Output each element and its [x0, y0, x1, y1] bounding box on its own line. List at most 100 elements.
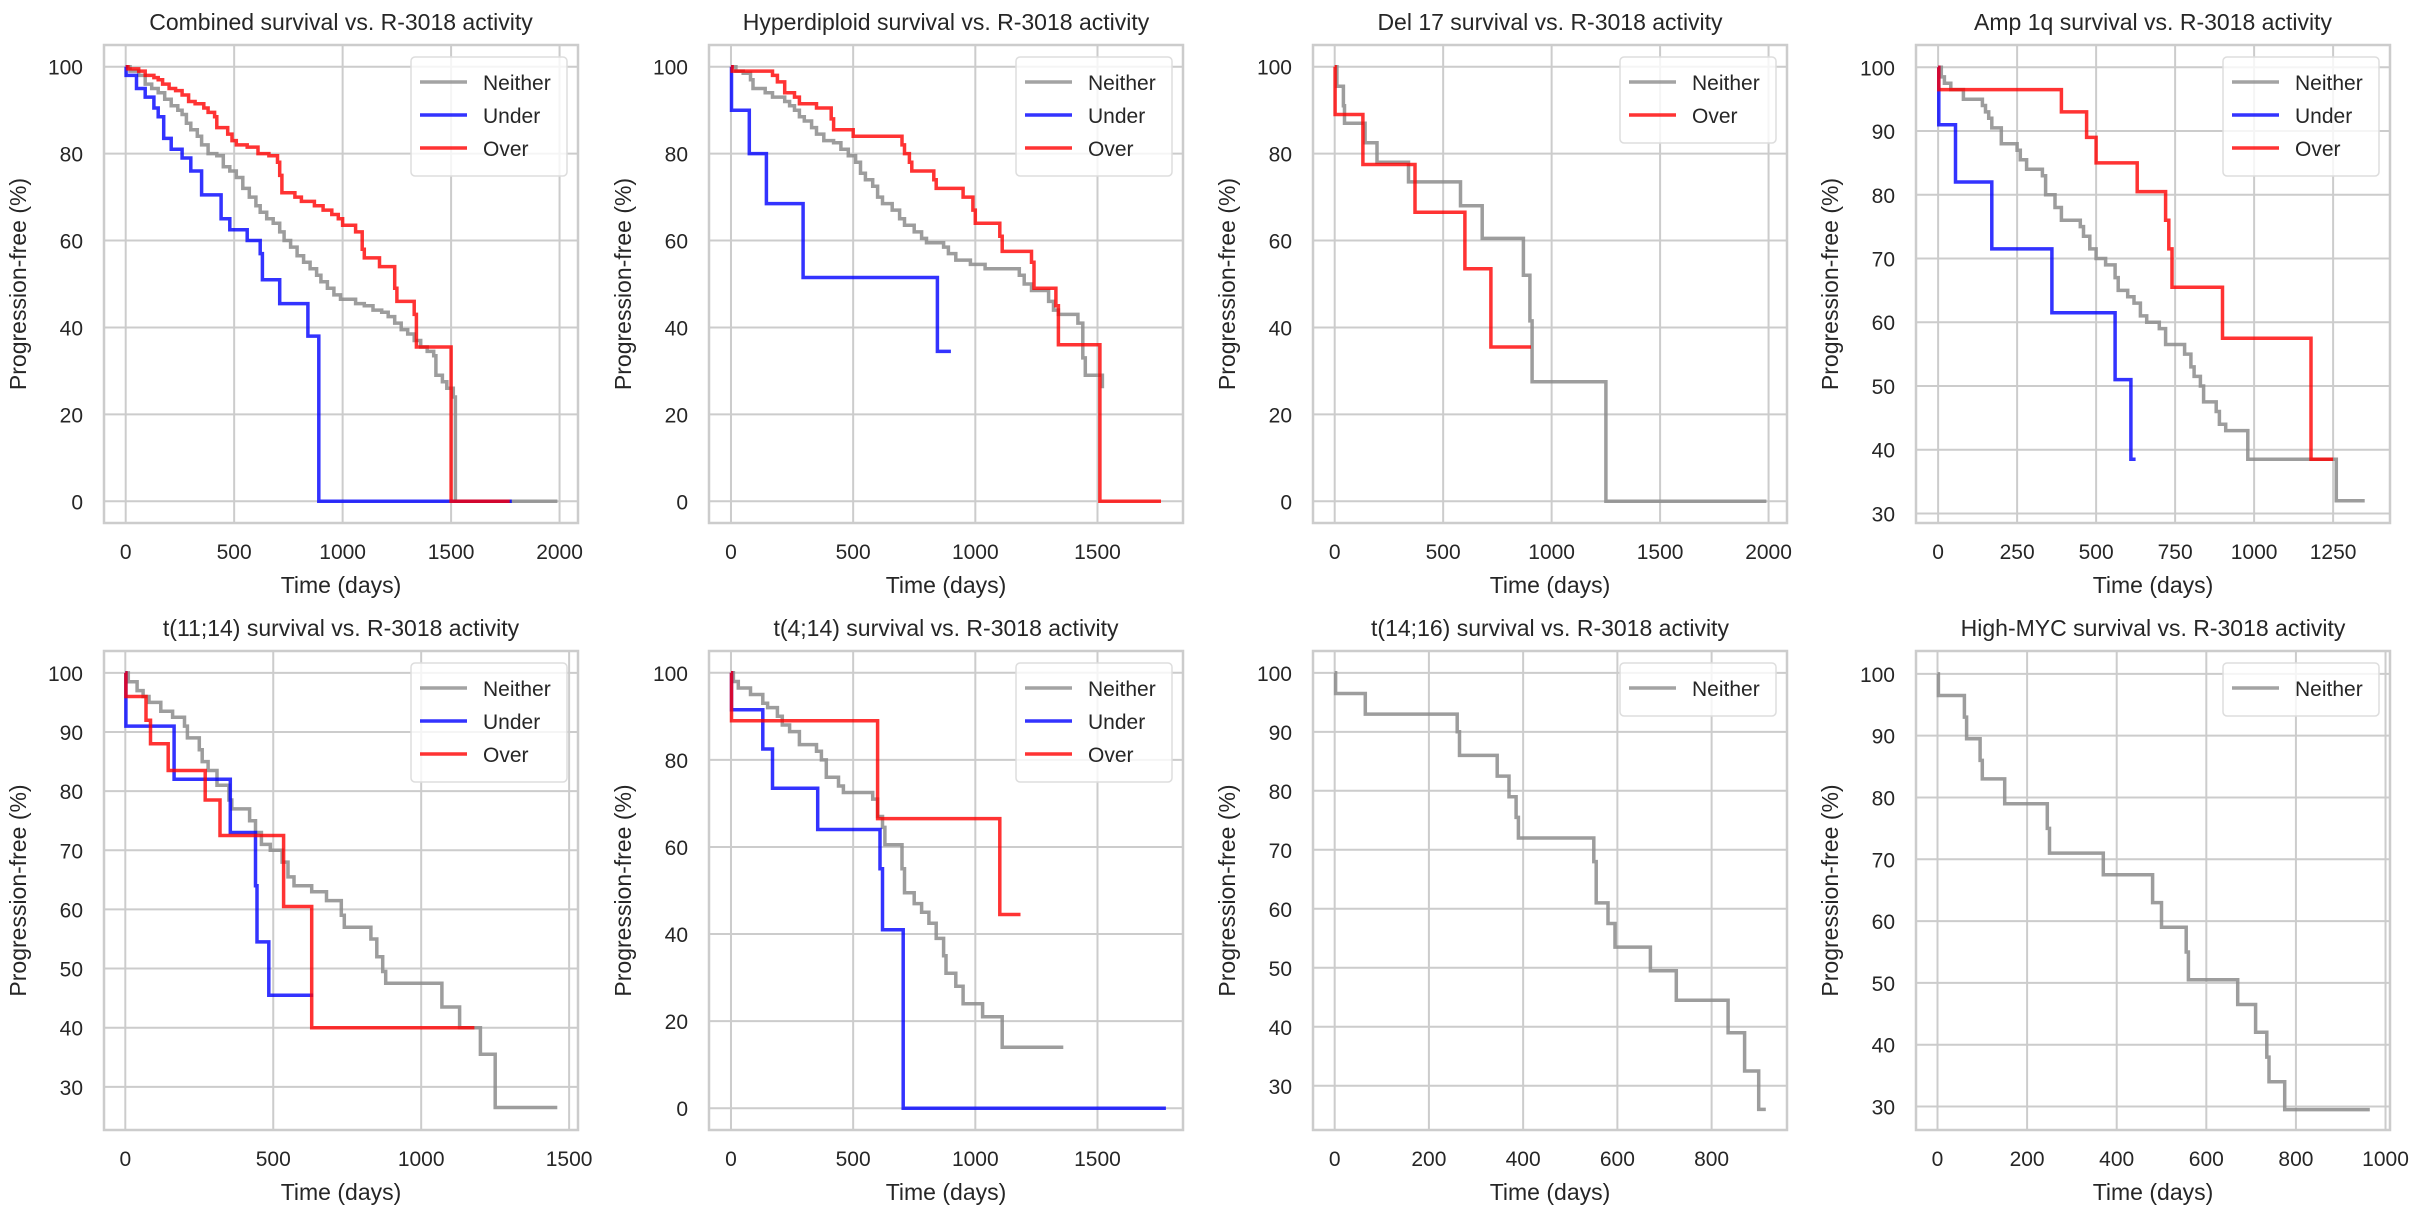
y-tick-label: 70 [60, 840, 83, 863]
x-tick-label: 0 [119, 1148, 131, 1171]
series-line-neither [731, 671, 1064, 1050]
x-tick-label: 500 [1426, 541, 1461, 564]
legend: Neither Under Over [410, 56, 568, 177]
panel-title: Amp 1q survival vs. R-3018 activity [1974, 9, 2332, 35]
x-tick-label: 200 [1411, 1148, 1446, 1171]
y-axis-label: Progression-free (%) [1817, 784, 1843, 996]
series-line-neither [125, 671, 558, 1110]
legend-label-over: Over [2295, 138, 2341, 161]
y-tick-label: 40 [1872, 440, 1895, 463]
y-tick-label: 50 [60, 959, 83, 982]
legend-label-neither: Neither [2295, 678, 2363, 701]
axes-frame [102, 43, 580, 525]
legend-label-over: Over [1088, 138, 1134, 161]
x-tick-label: 800 [1694, 1148, 1729, 1171]
y-tick-label: 20 [665, 404, 688, 427]
panel-title: Del 17 survival vs. R-3018 activity [1377, 9, 1723, 35]
y-tick-label: 40 [60, 317, 83, 340]
series-line-over [1333, 64, 1531, 349]
x-tick-label: 500 [2079, 541, 2114, 564]
panel-combined: Combined survival vs. R-3018 activity Ti… [5, 9, 583, 598]
x-axis-label: Time (days) [886, 1179, 1007, 1205]
panel-del17: Del 17 survival vs. R-3018 activity Time… [1214, 9, 1792, 598]
grid [1313, 45, 1787, 523]
y-tick-label: 30 [1872, 1097, 1895, 1120]
series-group [1936, 672, 2370, 1112]
series-line-under [729, 671, 1166, 1110]
legend: Neither Over [1619, 56, 1777, 144]
legend-label-neither: Neither [483, 72, 551, 95]
legend: Neither Under Over [2222, 56, 2380, 177]
y-tick-label: 100 [1257, 663, 1292, 686]
x-tick-label: 750 [2158, 541, 2193, 564]
y-tick-label: 70 [1269, 840, 1292, 863]
legend: Neither [2222, 662, 2380, 717]
y-tick-label: 60 [665, 231, 688, 254]
x-axis-label: Time (days) [281, 1179, 402, 1205]
legend-label-neither: Neither [1692, 678, 1760, 701]
panel-title: t(14;16) survival vs. R-3018 activity [1371, 615, 1729, 641]
legend-label-over: Over [1692, 105, 1738, 128]
y-axis-label: Progression-free (%) [610, 178, 636, 390]
panel-title: High-MYC survival vs. R-3018 activity [1961, 615, 2346, 641]
y-tick-label: 30 [1872, 503, 1895, 526]
y-tick-label: 80 [60, 144, 83, 167]
y-tick-label: 80 [1269, 144, 1292, 167]
x-tick-label: 500 [256, 1148, 291, 1171]
legend-label-over: Over [1088, 744, 1134, 767]
y-axis-label: Progression-free (%) [1214, 178, 1240, 390]
x-axis-label: Time (days) [2093, 1179, 2214, 1205]
y-tick-label: 40 [60, 1018, 83, 1041]
series-line-over [730, 64, 1161, 504]
legend-label-under: Under [483, 711, 540, 734]
x-tick-label: 1250 [2310, 541, 2357, 564]
x-tick-label: 600 [1600, 1148, 1635, 1171]
legend: Neither Under Over [1015, 662, 1173, 783]
legend-label-under: Under [1088, 105, 1145, 128]
axes-frame [707, 43, 1185, 525]
x-tick-label: 500 [836, 541, 871, 564]
series-group [1333, 64, 1767, 504]
series-group [729, 64, 1161, 504]
y-tick-label: 40 [665, 317, 688, 340]
panel-title: Combined survival vs. R-3018 activity [149, 9, 533, 35]
panel-t14-16: t(14;16) survival vs. R-3018 activity Ti… [1214, 615, 1789, 1205]
panel-title: t(11;14) survival vs. R-3018 activity [163, 615, 520, 641]
series-line-under [729, 64, 951, 354]
x-tick-label: 2000 [1745, 541, 1792, 564]
legend-box [1619, 56, 1777, 144]
y-tick-label: 80 [665, 750, 688, 773]
x-tick-label: 500 [836, 1148, 871, 1171]
x-tick-label: 1000 [319, 541, 366, 564]
y-tick-label: 40 [1269, 317, 1292, 340]
y-tick-label: 80 [1872, 185, 1895, 208]
y-tick-label: 100 [653, 663, 688, 686]
series-line-under [124, 671, 314, 997]
series-line-over [1937, 65, 2334, 462]
x-tick-label: 1000 [398, 1148, 445, 1171]
y-tick-label: 80 [1872, 787, 1895, 810]
y-tick-label: 60 [60, 231, 83, 254]
y-tick-label: 100 [1860, 57, 1895, 80]
series-group [1937, 65, 2365, 503]
panel-high-myc: High-MYC survival vs. R-3018 activity Ti… [1817, 615, 2409, 1205]
series-line-under [124, 64, 512, 504]
x-axis-label: Time (days) [1490, 1179, 1611, 1205]
y-tick-label: 60 [665, 837, 688, 860]
y-tick-label: 20 [665, 1011, 688, 1034]
x-tick-label: 1000 [952, 1148, 999, 1171]
legend-label-neither: Neither [483, 678, 551, 701]
y-tick-label: 100 [48, 663, 83, 686]
y-tick-label: 30 [60, 1077, 83, 1100]
x-tick-label: 1000 [1528, 541, 1575, 564]
legend-box [2222, 662, 2380, 717]
y-tick-label: 40 [665, 924, 688, 947]
x-tick-label: 0 [1932, 541, 1944, 564]
y-tick-label: 90 [1872, 726, 1895, 749]
legend-label-under: Under [483, 105, 540, 128]
y-tick-label: 20 [1269, 404, 1292, 427]
series-line-neither [1938, 65, 2365, 503]
legend-label-over: Over [483, 138, 529, 161]
y-tick-label: 60 [1872, 911, 1895, 934]
y-tick-label: 40 [1872, 1035, 1895, 1058]
